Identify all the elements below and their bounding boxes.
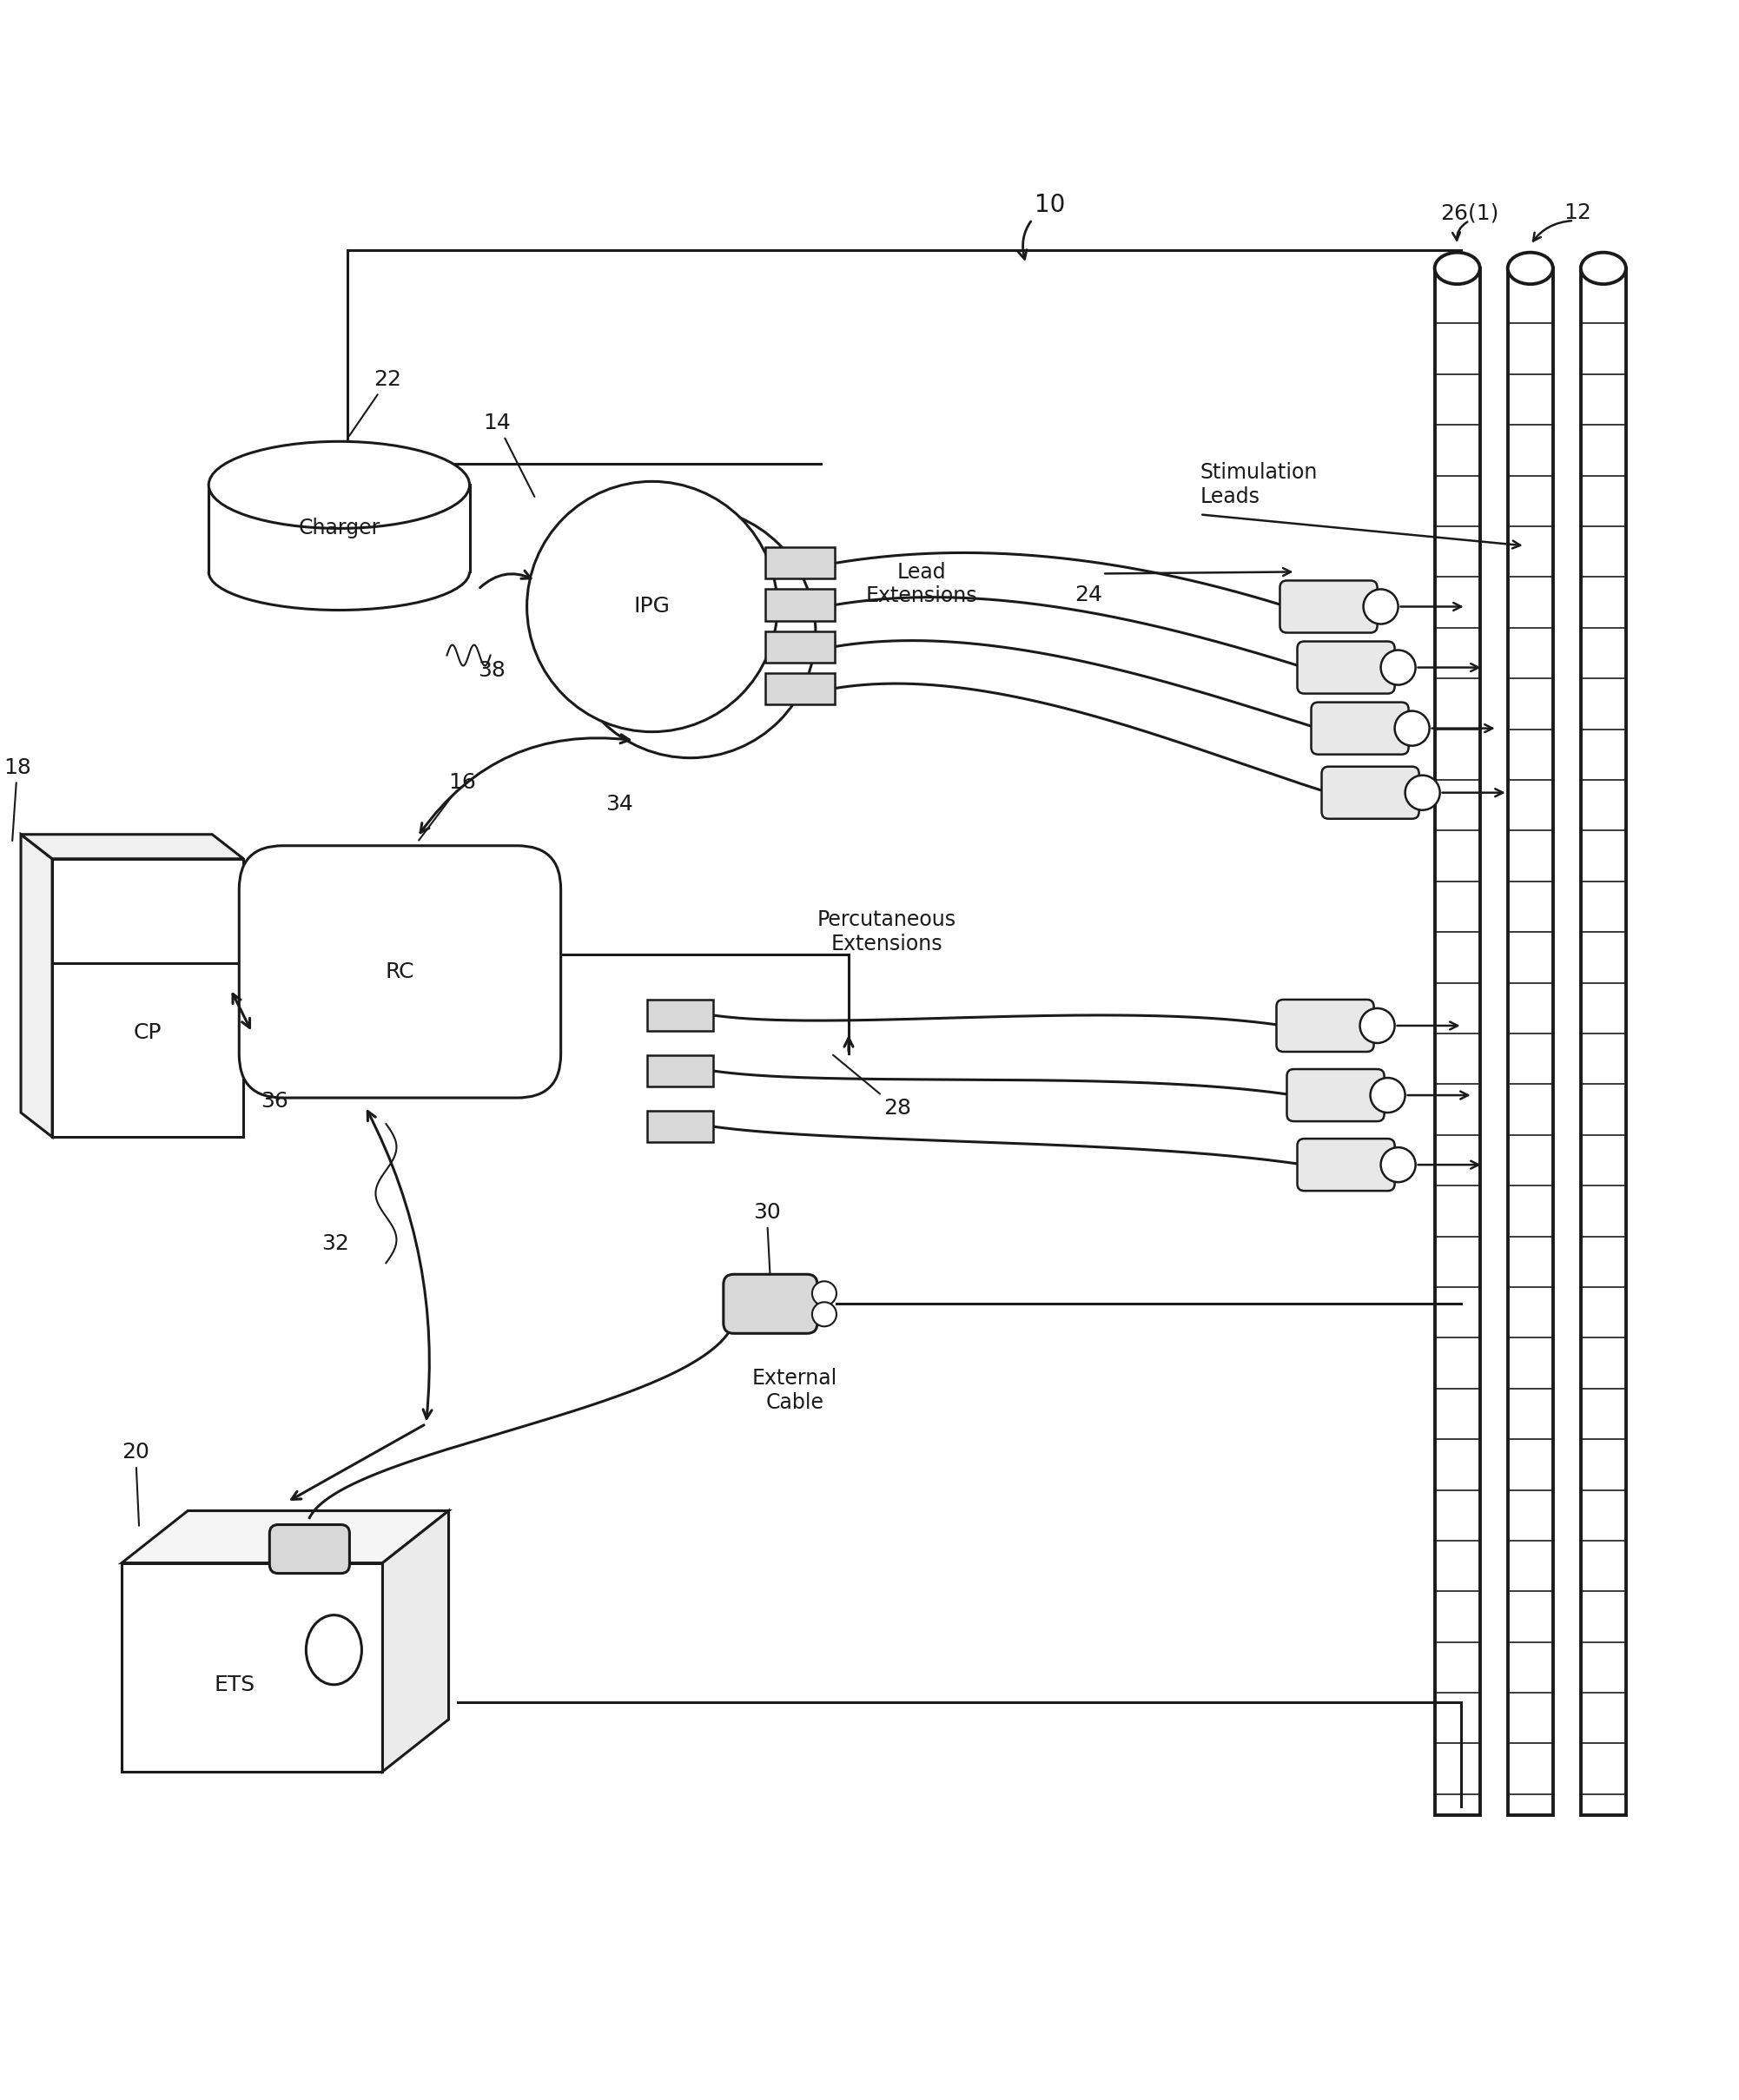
FancyBboxPatch shape — [240, 846, 560, 1098]
Text: 28: 28 — [833, 1054, 911, 1119]
Text: 16: 16 — [419, 773, 476, 840]
Circle shape — [1395, 712, 1429, 746]
Text: 30: 30 — [753, 1201, 781, 1279]
Text: 36: 36 — [261, 1090, 289, 1111]
Text: 10: 10 — [1019, 193, 1066, 258]
Text: RC: RC — [386, 962, 414, 983]
Polygon shape — [21, 834, 243, 859]
Bar — [647, 1054, 713, 1086]
Text: Stimulation
Leads: Stimulation Leads — [1200, 462, 1318, 508]
Text: Lead
Extensions: Lead Extensions — [866, 561, 977, 607]
Text: 24: 24 — [1075, 586, 1103, 605]
Circle shape — [1381, 651, 1416, 685]
Text: 38: 38 — [478, 659, 506, 680]
Bar — [765, 548, 835, 580]
FancyBboxPatch shape — [1297, 1138, 1395, 1191]
Text: Percutaneous
Extensions: Percutaneous Extensions — [817, 909, 956, 953]
Bar — [765, 630, 835, 662]
Polygon shape — [383, 1510, 449, 1772]
Text: 14: 14 — [483, 414, 534, 498]
Bar — [647, 1000, 713, 1031]
Text: 32: 32 — [322, 1233, 350, 1254]
Circle shape — [1363, 590, 1398, 624]
FancyBboxPatch shape — [1276, 1000, 1374, 1052]
Circle shape — [1370, 1077, 1405, 1113]
Text: 22: 22 — [350, 370, 402, 437]
Circle shape — [812, 1281, 836, 1306]
Polygon shape — [518, 888, 525, 1079]
Text: 18: 18 — [3, 756, 31, 840]
Bar — [1508, 269, 1553, 1814]
Circle shape — [527, 481, 777, 731]
Text: External
Cable: External Cable — [751, 1369, 838, 1413]
Text: Charger: Charger — [297, 519, 381, 540]
Polygon shape — [209, 485, 470, 571]
FancyBboxPatch shape — [723, 1275, 817, 1333]
FancyBboxPatch shape — [1287, 1069, 1384, 1121]
Bar — [647, 1111, 713, 1142]
FancyBboxPatch shape — [270, 1525, 350, 1573]
Bar — [1435, 269, 1480, 1814]
Text: 26(1): 26(1) — [1440, 202, 1499, 223]
Polygon shape — [122, 1562, 383, 1772]
Text: 20: 20 — [122, 1443, 150, 1527]
Bar — [1581, 269, 1626, 1814]
FancyBboxPatch shape — [1311, 701, 1409, 754]
Bar — [765, 672, 835, 704]
Ellipse shape — [1435, 252, 1480, 284]
Text: CP: CP — [134, 1023, 162, 1044]
Ellipse shape — [209, 441, 470, 529]
FancyBboxPatch shape — [1322, 766, 1419, 819]
Circle shape — [1405, 775, 1440, 811]
Text: 12: 12 — [1563, 202, 1591, 223]
Text: IPG: IPG — [635, 596, 670, 617]
Polygon shape — [21, 834, 52, 1136]
Polygon shape — [52, 859, 243, 1136]
FancyBboxPatch shape — [1280, 580, 1377, 632]
Ellipse shape — [1508, 252, 1553, 284]
Circle shape — [565, 508, 816, 758]
Circle shape — [1381, 1147, 1416, 1182]
Polygon shape — [122, 1510, 449, 1562]
Polygon shape — [266, 1054, 525, 1079]
Text: 34: 34 — [605, 794, 633, 815]
Ellipse shape — [1581, 252, 1626, 284]
Circle shape — [812, 1302, 836, 1327]
Circle shape — [1360, 1008, 1395, 1044]
Bar — [765, 590, 835, 619]
FancyBboxPatch shape — [1297, 640, 1395, 693]
Text: ETS: ETS — [214, 1674, 256, 1695]
Ellipse shape — [306, 1615, 362, 1684]
